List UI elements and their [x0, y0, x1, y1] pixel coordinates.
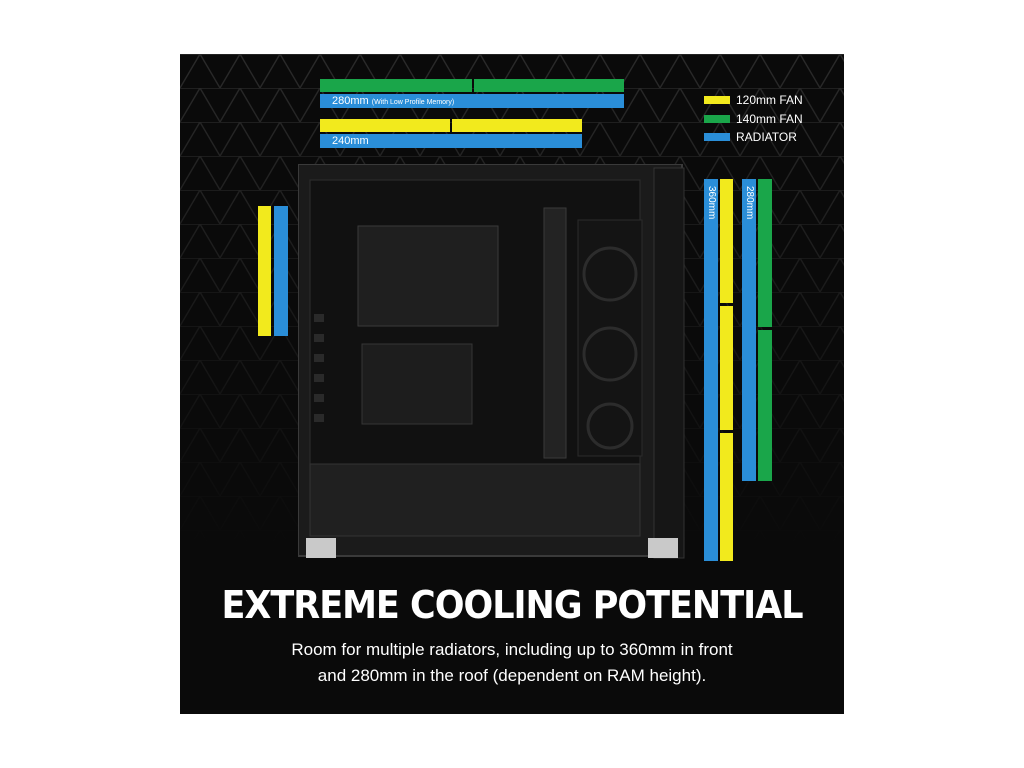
top-240-fan-left — [320, 119, 450, 132]
legend-radiator: RADIATOR — [704, 130, 797, 144]
description-line-1: Room for multiple radiators, including u… — [291, 640, 733, 659]
legend-120-fan: 120mm FAN — [704, 93, 803, 107]
pc-case-illustration — [298, 164, 685, 559]
headline: EXTREME COOLING POTENTIAL — [221, 584, 803, 628]
top-240-fan-right — [452, 119, 582, 132]
rear-fan-bar — [258, 206, 271, 336]
description-line-2: and 280mm in the roof (dependent on RAM … — [317, 666, 707, 685]
top-240-label: 240mm — [332, 135, 369, 147]
legend-blue-swatch — [704, 133, 730, 141]
front-280-radiator — [742, 179, 756, 481]
top-240-radiator — [320, 134, 582, 148]
top-280-label: 280mm (With Low Profile Memory) — [332, 95, 454, 109]
legend-140-text: 140mm FAN — [736, 112, 803, 126]
top-280-note: (With Low Profile Memory) — [371, 99, 455, 106]
legend-yellow-swatch — [704, 96, 730, 104]
description: Room for multiple radiators, including u… — [180, 637, 844, 689]
product-panel: 280mm (With Low Profile Memory) 240mm 36… — [180, 54, 844, 714]
front-360-fan-1 — [720, 179, 733, 303]
legend-120-text: 120mm FAN — [736, 93, 803, 107]
legend-140-fan: 140mm FAN — [704, 112, 803, 126]
front-360-fan-2 — [720, 306, 733, 430]
front-280-fan-2 — [758, 330, 772, 481]
front-360-fan-3 — [720, 433, 733, 561]
top-280-value: 280mm — [332, 95, 369, 107]
rear-radiator-bar — [274, 206, 288, 336]
top-280-fan-left — [320, 79, 472, 92]
front-360-radiator — [704, 179, 718, 561]
front-280-fan-1 — [758, 179, 772, 327]
legend-radiator-text: RADIATOR — [736, 130, 797, 144]
top-280-radiator — [320, 94, 624, 108]
legend-green-swatch — [704, 115, 730, 123]
front-280-label: 280mm — [744, 186, 755, 220]
front-360-label: 360mm — [706, 186, 717, 220]
top-280-fan-right — [474, 79, 624, 92]
